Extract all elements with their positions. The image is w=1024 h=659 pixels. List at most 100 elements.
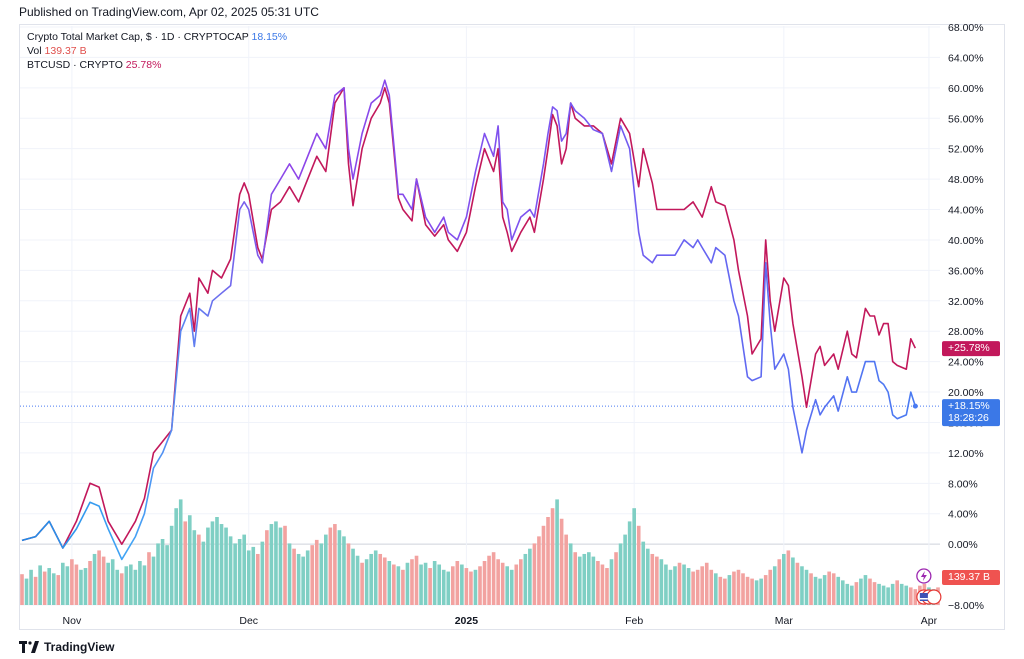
volume-bar: [759, 578, 763, 605]
y-tick-label: 20.00%: [948, 387, 984, 399]
legend: Crypto Total Market Cap, $ · 1D · CRYPTO…: [27, 30, 287, 72]
volume-bar: [818, 578, 822, 605]
y-tick-label: 68.00%: [948, 22, 984, 34]
volume-bar: [568, 543, 573, 605]
x-tick-label: Mar: [775, 615, 794, 627]
legend-total-market-cap: Crypto Total Market Cap, $ · 1D · CRYPTO…: [27, 30, 287, 44]
flag-event-icon[interactable]: [926, 589, 942, 605]
volume-bar: [419, 564, 423, 605]
volume-bar: [736, 569, 741, 605]
y-tick-label: 8.00%: [948, 478, 978, 490]
volume-bar: [872, 582, 877, 605]
volume-bar: [292, 548, 296, 605]
volume-badge: [942, 570, 1000, 585]
volume-bar: [791, 557, 795, 605]
volume-bar: [559, 518, 564, 605]
y-tick-label: 32.00%: [948, 296, 984, 308]
volume-bar: [119, 573, 124, 605]
volume-bar: [351, 548, 355, 605]
volume-bar: [178, 499, 183, 605]
published-note: Published on TradingView.com, Apr 02, 20…: [19, 5, 319, 19]
volume-bar: [723, 578, 727, 605]
volume-bar: [745, 576, 750, 605]
volume-bar: [314, 539, 319, 605]
volume-bar: [863, 575, 868, 605]
volume-bar: [74, 564, 79, 605]
volume-bar: [899, 583, 904, 605]
y-tick-label: 64.00%: [948, 52, 984, 64]
volume-bar: [269, 524, 274, 605]
volume-bar: [401, 569, 405, 605]
volume-bar: [396, 566, 401, 605]
volume-bar: [88, 561, 92, 605]
volume-bar: [124, 566, 129, 605]
legend-total-label: Crypto Total Market Cap, $ · 1D · CRYPTO…: [27, 31, 249, 43]
volume-bar: [38, 565, 42, 605]
volume-bar: [546, 517, 550, 605]
volume-bar: [460, 564, 464, 605]
x-tick-label: Dec: [239, 615, 258, 627]
volume-bar: [42, 571, 47, 605]
volume-bar: [228, 536, 233, 605]
volume-bar: [813, 576, 818, 605]
volume-bar: [242, 534, 247, 605]
volume-bar: [831, 573, 836, 605]
volume-bar: [287, 543, 292, 605]
volume-bar: [587, 552, 591, 605]
volume-bar: [718, 576, 723, 605]
volume-bar: [478, 566, 482, 605]
volume-bar: [650, 553, 655, 605]
volume-bar: [83, 568, 88, 605]
volume-bar: [29, 569, 33, 605]
volume-bar: [768, 569, 773, 605]
volume-bar: [342, 536, 346, 605]
volume-bar: [596, 561, 600, 605]
total-market-cap-line[interactable]: [21, 79, 917, 561]
volume-bar: [868, 578, 872, 605]
volume-bar: [260, 541, 265, 605]
volume-bar: [138, 561, 142, 605]
us-flag-icon: [919, 593, 928, 601]
volume-bar: [183, 521, 188, 605]
volume-bar: [423, 562, 428, 605]
volume-bar: [772, 566, 777, 605]
volume-bar: [450, 566, 455, 605]
volume-bar: [763, 575, 768, 605]
volume-bar: [809, 573, 813, 605]
volume-bar: [904, 585, 909, 605]
volume-bar: [197, 534, 201, 605]
total-price-badge-text: 18:28:26: [948, 412, 989, 424]
volume-bar: [410, 559, 414, 605]
volume-bar: [854, 582, 859, 605]
volume-bar: [795, 562, 800, 605]
footer[interactable]: TradingView: [19, 638, 114, 656]
volume-bar: [664, 564, 668, 605]
volume-bar: [101, 556, 106, 605]
volume-bar: [618, 543, 623, 605]
volume-bar: [224, 527, 228, 605]
volume-bar: [686, 568, 691, 605]
volume-bar: [890, 583, 895, 605]
volume-bar: [881, 585, 886, 605]
volume-bar: [727, 575, 732, 605]
volume-bar: [147, 552, 151, 605]
btc-line[interactable]: [21, 87, 917, 549]
volume-bar: [129, 564, 133, 605]
volume-bar: [142, 565, 147, 605]
volume-bar: [51, 573, 56, 605]
volume-bar: [206, 527, 210, 605]
volume-bar: [215, 517, 219, 605]
volume-bar: [840, 580, 845, 605]
volume-bar: [169, 525, 174, 605]
volume-bar: [786, 550, 791, 605]
volume-bar: [537, 536, 541, 605]
volume-bar: [822, 575, 827, 605]
volume-bar: [405, 562, 410, 605]
volume-bar: [201, 541, 206, 605]
volume-bar: [754, 580, 759, 605]
volume-bar: [283, 525, 287, 605]
volume-bar: [110, 559, 115, 605]
y-tick-label: 36.00%: [948, 265, 984, 277]
volume-bar: [750, 578, 754, 605]
